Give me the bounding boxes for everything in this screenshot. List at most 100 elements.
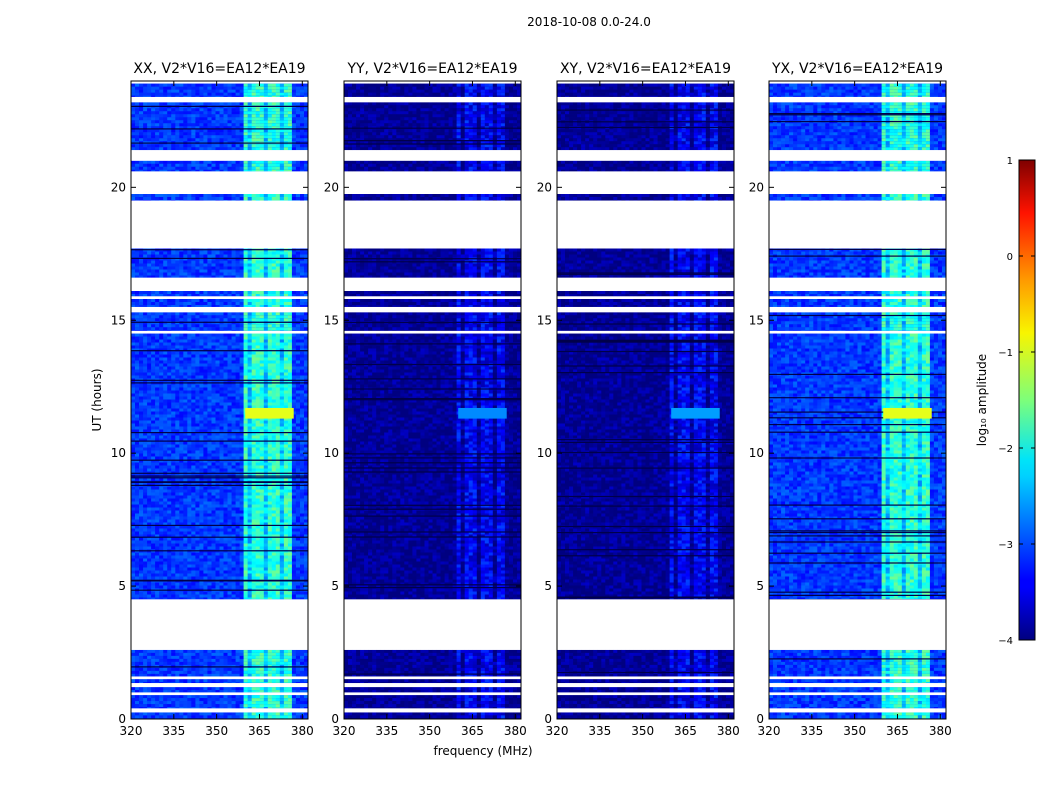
- heat-cell: [295, 363, 301, 367]
- heat-cell: [135, 582, 140, 586]
- heat-cell: [199, 315, 204, 319]
- heat-cell: [251, 465, 256, 469]
- heat-cell: [207, 477, 212, 481]
- heat-cell: [263, 459, 269, 463]
- heat-cell: [271, 522, 277, 526]
- heat-cell: [211, 534, 216, 538]
- heat-cell: [243, 384, 248, 388]
- heat-cell: [235, 682, 240, 684]
- heat-cell: [191, 408, 196, 412]
- heat-cell: [251, 546, 256, 550]
- heat-cell: [267, 582, 273, 586]
- heat-cell: [219, 573, 224, 577]
- heat-cell: [183, 510, 188, 514]
- heat-cell: [259, 679, 264, 683]
- heat-cell: [251, 492, 256, 496]
- heat-cell: [287, 522, 293, 526]
- heat-cell: [227, 510, 232, 514]
- heat-cell: [295, 594, 301, 598]
- heat-cell: [191, 414, 196, 418]
- heat-cell: [179, 426, 184, 430]
- heat-cell: [175, 390, 180, 394]
- heat-cell: [159, 698, 164, 702]
- heat-cell: [175, 435, 180, 439]
- heat-cell: [207, 513, 212, 517]
- heat-cell: [203, 591, 208, 595]
- heat-cell: [223, 582, 228, 586]
- heat-cell: [300, 501, 305, 505]
- heat-cell: [131, 399, 136, 403]
- heat-cell: [195, 585, 200, 589]
- heat-cell: [159, 682, 164, 684]
- heat-cell: [251, 393, 256, 397]
- heat-cell: [279, 673, 285, 677]
- heat-cell: [267, 501, 273, 505]
- heat-cell: [211, 585, 216, 589]
- heat-cell: [243, 339, 248, 343]
- heat-cell: [207, 670, 212, 674]
- heat-cell: [211, 655, 216, 659]
- heat-cell: [243, 528, 248, 532]
- heat-cell: [275, 690, 281, 693]
- heat-cell: [135, 661, 140, 665]
- heat-cell: [191, 360, 196, 364]
- heat-cell: [139, 486, 144, 490]
- heat-cell: [300, 312, 305, 316]
- heat-cell: [179, 534, 184, 538]
- heat-cell: [247, 658, 252, 662]
- heat-cell: [247, 597, 252, 600]
- heat-cell: [231, 690, 236, 693]
- heat-cell: [304, 420, 308, 424]
- heat-cell: [263, 695, 269, 699]
- heat-cell: [283, 552, 289, 556]
- heat-cell: [287, 369, 293, 373]
- heat-cell: [239, 453, 244, 457]
- heat-cell: [163, 531, 168, 535]
- heat-cell: [215, 366, 220, 370]
- heat-cell: [263, 682, 269, 684]
- heat-cell: [235, 432, 240, 436]
- heat-cell: [203, 594, 208, 598]
- heat-cell: [163, 558, 168, 562]
- heat-cell: [219, 715, 224, 719]
- heat-cell: [223, 348, 228, 352]
- heat-cell: [283, 564, 289, 568]
- heat-cell: [155, 564, 160, 568]
- heat-cell: [175, 411, 180, 415]
- heat-cell: [235, 390, 240, 394]
- heat-cell: [304, 486, 308, 490]
- heat-cell: [203, 438, 208, 442]
- heat-cell: [143, 567, 148, 571]
- heat-cell: [183, 312, 188, 316]
- heat-cell: [231, 704, 236, 708]
- heat-cell: [219, 564, 224, 568]
- heat-cell: [291, 438, 297, 442]
- heat-cell: [239, 546, 244, 550]
- heat-cell: [215, 456, 220, 460]
- heat-cell: [223, 462, 228, 466]
- heat-cell: [279, 417, 285, 421]
- heat-cell: [251, 658, 256, 662]
- heat-cell: [191, 597, 196, 600]
- heat-cell: [131, 516, 136, 520]
- heat-cell: [255, 698, 260, 702]
- heat-cell: [191, 402, 196, 406]
- heat-cell: [271, 444, 277, 448]
- heat-cell: [279, 489, 285, 493]
- heat-cell: [219, 348, 224, 352]
- heat-cell: [195, 715, 200, 719]
- heat-cell: [283, 594, 289, 598]
- heat-cell: [187, 516, 192, 520]
- heat-cell: [287, 384, 293, 388]
- heat-cell: [219, 396, 224, 400]
- heat-cell: [135, 336, 140, 340]
- heat-cell: [151, 387, 156, 391]
- heat-cell: [304, 690, 308, 693]
- heat-cell: [219, 393, 224, 397]
- heat-cell: [267, 652, 273, 656]
- heat-cell: [275, 519, 281, 523]
- heat-cell: [143, 712, 148, 716]
- heat-cell: [159, 673, 164, 677]
- heat-cell: [271, 534, 277, 538]
- heat-cell: [239, 531, 244, 535]
